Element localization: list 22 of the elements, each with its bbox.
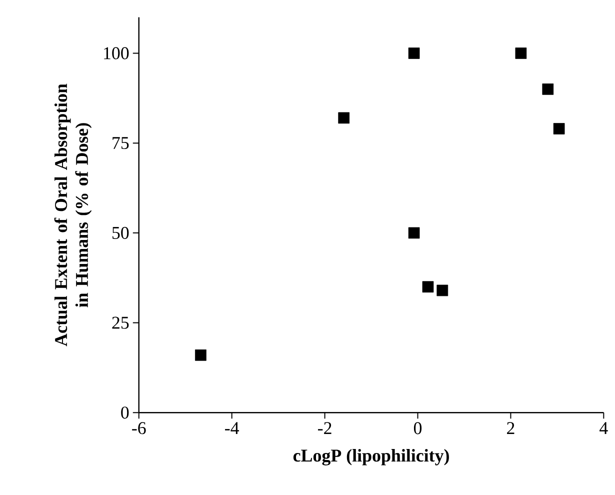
x-tick-label: 0 xyxy=(414,422,422,434)
point xyxy=(408,227,420,239)
point xyxy=(436,284,448,296)
point xyxy=(422,281,434,293)
y-tick-label: 100 xyxy=(104,47,129,60)
y-tick-label: 0 xyxy=(121,406,129,419)
point xyxy=(553,123,565,134)
y-tick-label: 50 xyxy=(112,226,129,240)
point xyxy=(338,112,350,124)
point xyxy=(515,48,527,59)
x-tick-label: -6 xyxy=(132,422,146,434)
point xyxy=(542,84,554,95)
point xyxy=(408,48,420,59)
x-axis-title: cLogP (lipophilicity) xyxy=(293,449,449,466)
y-tick-label: 75 xyxy=(112,137,129,150)
x-tick-label: -2 xyxy=(318,422,332,434)
x-tick-label: 4 xyxy=(600,422,608,434)
y-axis-title: Actual Extent of Oral Absorption in Humans (% of Dose) xyxy=(54,84,92,346)
x-tick-label: 2 xyxy=(507,422,514,434)
y-tick-label: 25 xyxy=(112,316,129,329)
x-tick-label: -4 xyxy=(225,422,240,434)
point xyxy=(195,350,206,361)
